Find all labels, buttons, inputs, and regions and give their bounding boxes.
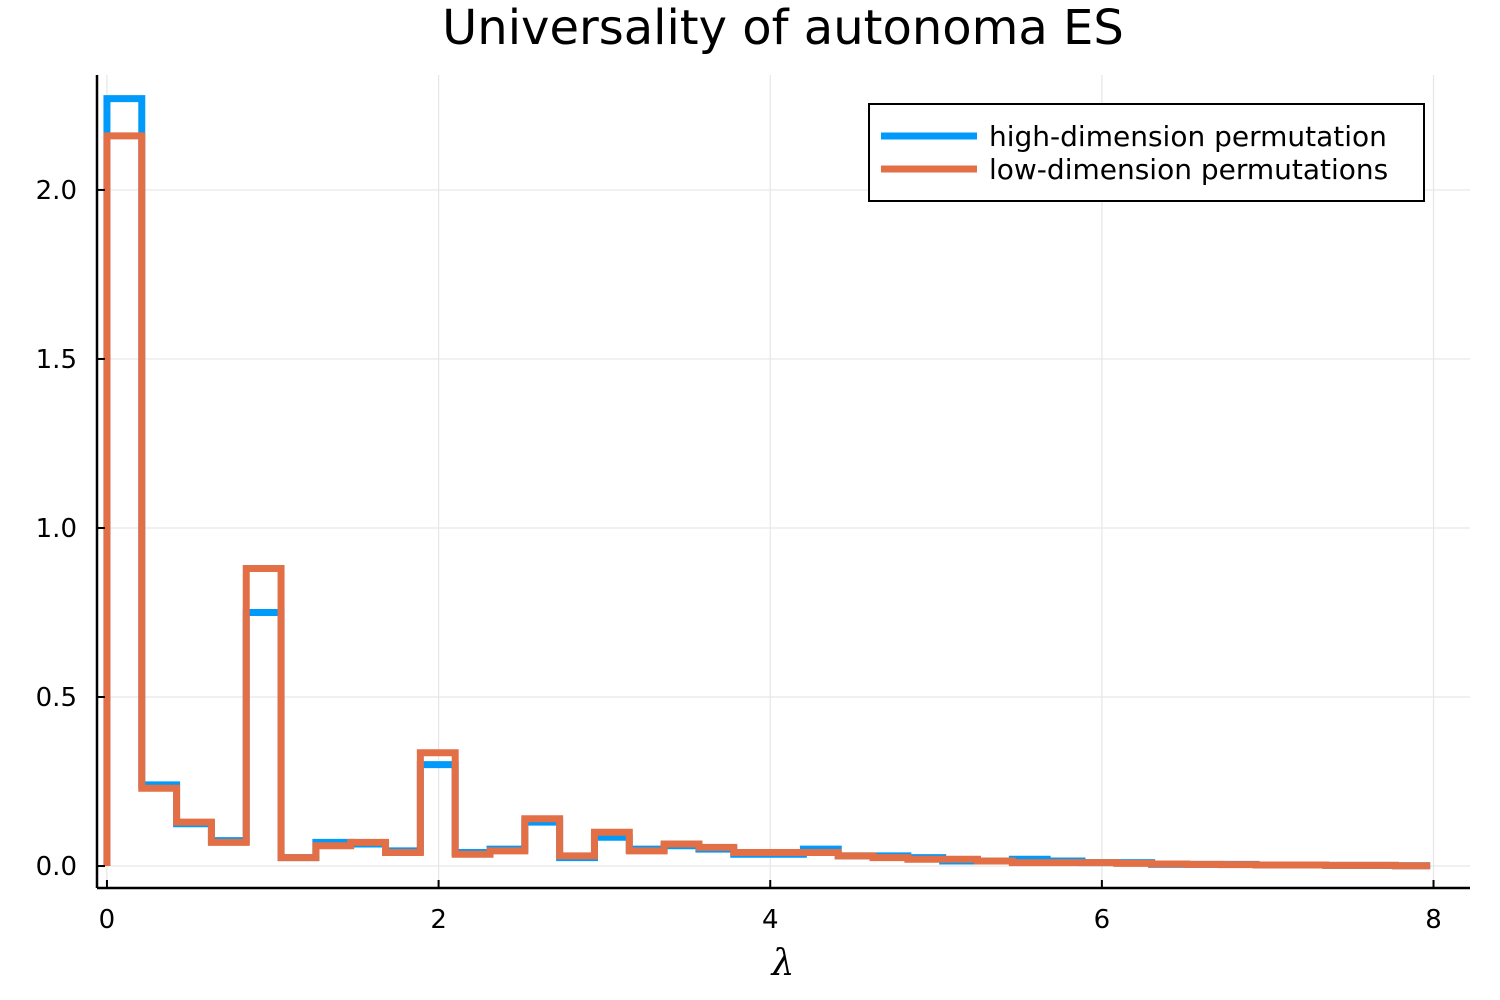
y-tick-label: 0.5 (36, 683, 77, 713)
legend-label-low-dimension: low-dimension permutations (989, 153, 1388, 186)
legend: high-dimension permutation low-dimension… (868, 103, 1425, 202)
x-tick-label: 6 (1094, 905, 1111, 935)
series-step-line-0 (103, 95, 1431, 870)
series-step-line-1 (103, 132, 1431, 870)
y-tick-label: 1.0 (36, 514, 77, 544)
x-tick-label: 4 (762, 905, 779, 935)
x-tick-label: 8 (1425, 905, 1442, 935)
x-axis-label: λ (770, 943, 795, 984)
x-tick-label: 2 (430, 905, 447, 935)
tick-labels: 0 2 4 6 8 0.0 0.5 1.0 1.5 2.0 (36, 176, 1442, 935)
y-tick-label: 0.0 (36, 852, 77, 882)
legend-label-high-dimension: high-dimension permutation (989, 120, 1387, 153)
y-tick-label: 1.5 (36, 345, 77, 375)
y-tick-label: 2.0 (36, 176, 77, 206)
chart-title: Universality of autonoma ES (442, 0, 1124, 56)
x-tick-label: 0 (99, 905, 116, 935)
legend-box (868, 103, 1425, 202)
axes (95, 75, 1470, 890)
series-layer (103, 95, 1431, 870)
